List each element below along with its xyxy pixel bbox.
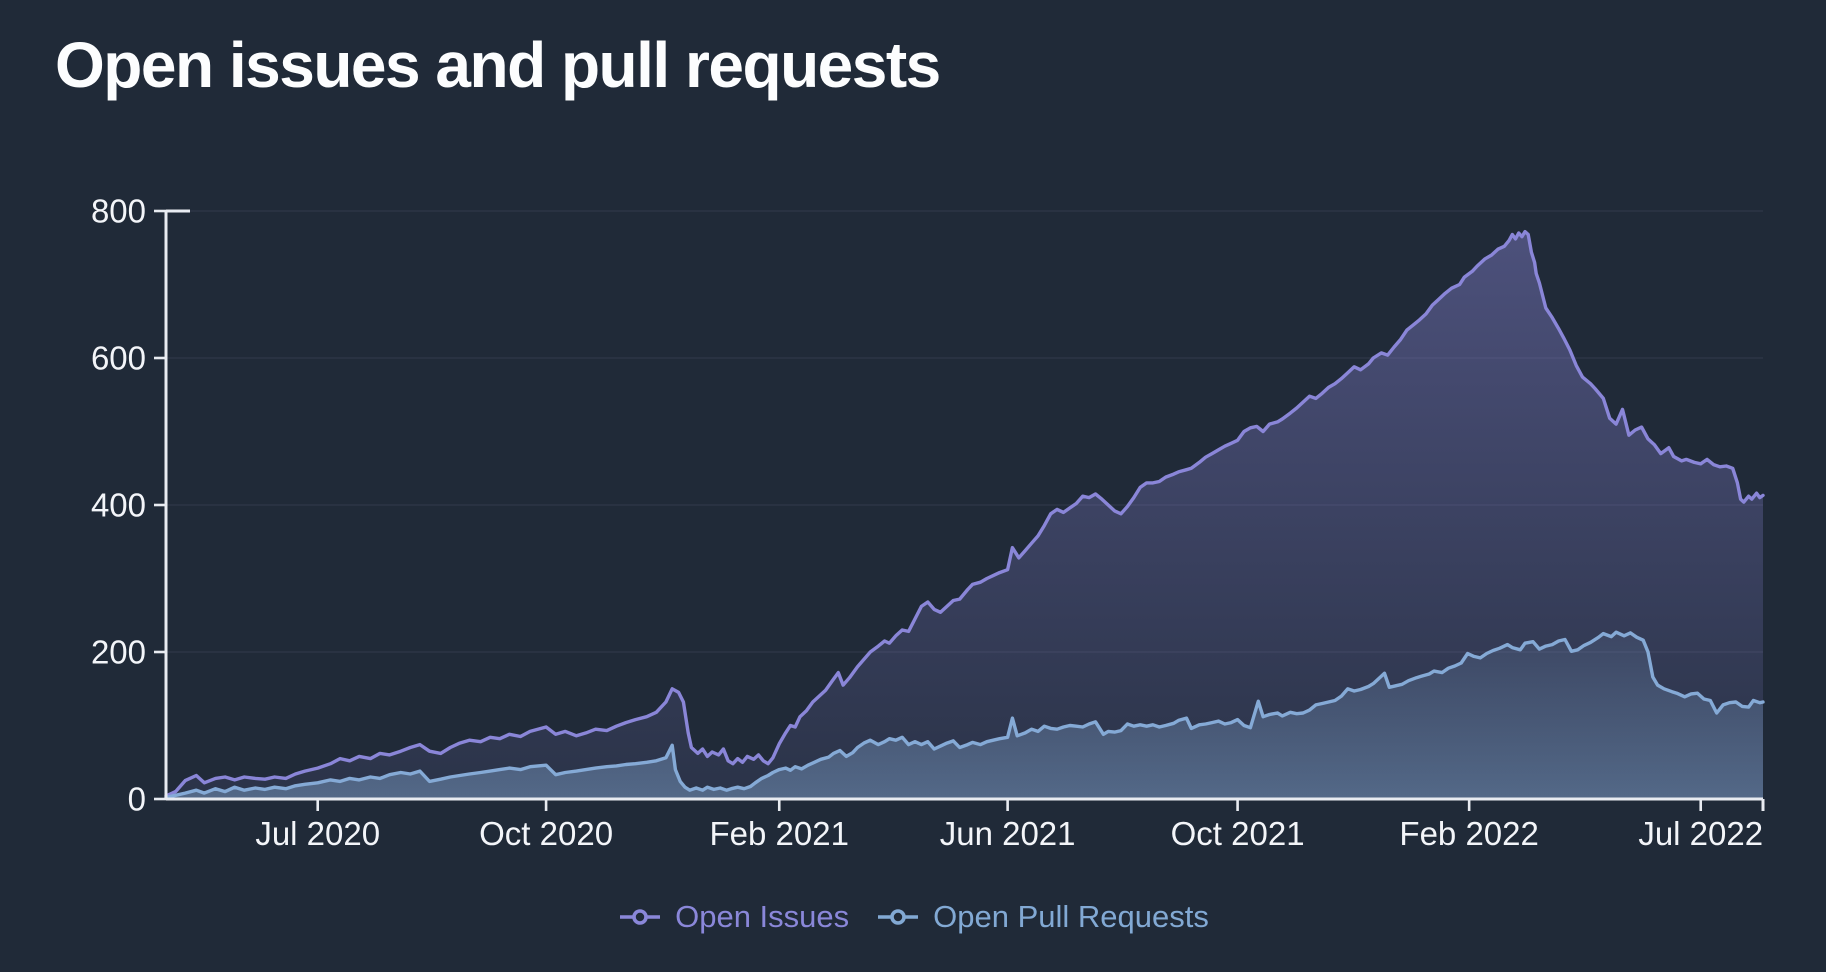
legend-item-open-pull-requests: Open Pull Requests (875, 899, 1209, 935)
open-issues-legend-marker-icon (620, 909, 661, 925)
x-tick-label-Jun-2021: Jun 2021 (940, 815, 1076, 852)
x-tick-label-Feb-2022: Feb 2022 (1399, 815, 1538, 852)
y-tick-label-800: 800 (91, 193, 146, 230)
x-tick-label-Feb-2021: Feb 2021 (710, 815, 849, 852)
x-tick-label-Jul-2022: Jul 2022 (1638, 815, 1763, 852)
y-tick-label-600: 600 (91, 340, 146, 377)
legend-label-open-issues: Open Issues (675, 899, 850, 934)
y-tick-label-400: 400 (91, 487, 146, 524)
open-issues-area (166, 231, 1763, 800)
legend: Open Issues Open Pull Requests (0, 893, 1826, 941)
x-tick-label-Oct-2020: Oct 2020 (479, 815, 613, 852)
legend-item-open-issues: Open Issues (617, 899, 849, 935)
open-pull-requests-line (164, 630, 1765, 800)
open-pull-requests-legend-marker-icon (878, 909, 919, 925)
page-title: Open issues and pull requests (55, 29, 941, 101)
legend-label-open-pull-requests: Open Pull Requests (933, 899, 1209, 934)
open-issues-line (164, 229, 1765, 798)
y-tick-label-200: 200 (91, 634, 146, 671)
open-pull-requests-area (166, 632, 1763, 799)
y-tick-label-0: 0 (128, 781, 146, 818)
x-tick-label-Oct-2021: Oct 2021 (1171, 815, 1305, 852)
x-tick-label-Jul-2020: Jul 2020 (255, 815, 380, 852)
